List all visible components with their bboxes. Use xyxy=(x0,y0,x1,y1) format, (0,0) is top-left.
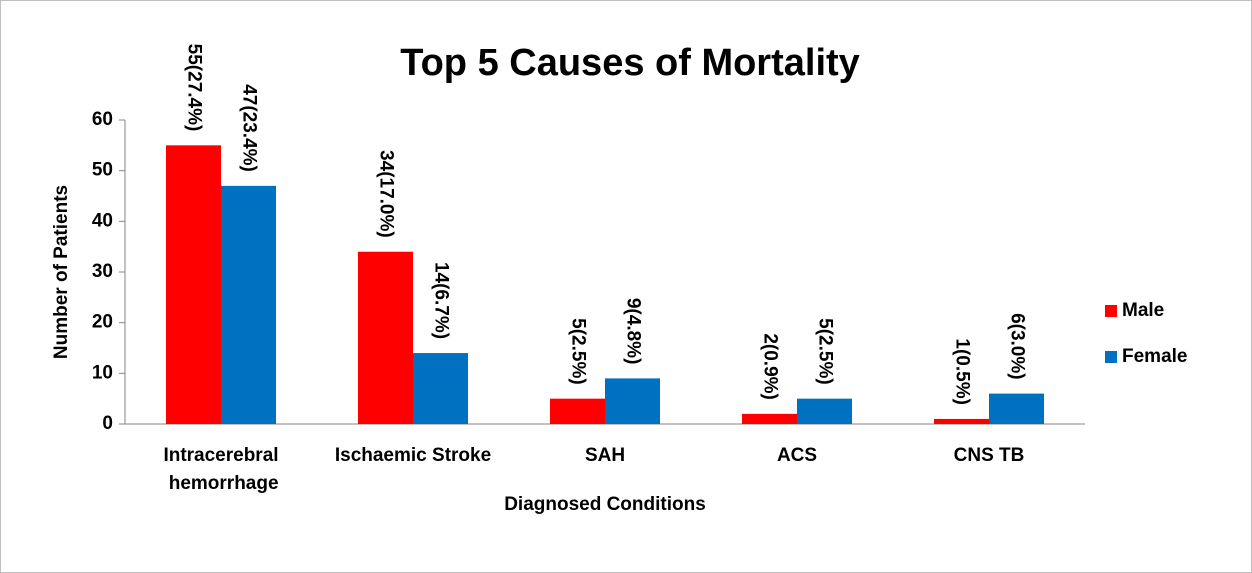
data-label: 6(3.0%) xyxy=(1006,313,1027,380)
x-tick-label: ACS xyxy=(777,445,817,466)
bar xyxy=(358,251,413,424)
y-tick-label: 30 xyxy=(92,261,113,282)
data-label: 34(17.0%) xyxy=(375,150,396,238)
bar xyxy=(413,353,468,424)
data-label: 5(2.5%) xyxy=(814,318,835,385)
bar xyxy=(989,393,1044,424)
legend-label: Male xyxy=(1122,300,1164,321)
data-label: 1(0.5%) xyxy=(951,338,972,405)
legend-swatch xyxy=(1105,351,1117,363)
x-tick-label: CNS TB xyxy=(954,445,1025,466)
data-label: 14(6.7%) xyxy=(430,262,451,339)
y-tick-label: 20 xyxy=(92,312,113,333)
bar xyxy=(934,418,989,424)
y-tick-label: 60 xyxy=(92,109,113,130)
bar xyxy=(797,398,852,424)
y-tick-label: 0 xyxy=(102,413,113,434)
bar xyxy=(166,145,221,425)
x-axis-label: Diagnosed Conditions xyxy=(504,494,706,515)
x-tick-label: Intracerebral hemorrhage xyxy=(163,445,278,494)
legend-label: Female xyxy=(1122,346,1187,367)
bar xyxy=(221,185,276,424)
data-label: 9(4.8%) xyxy=(622,298,643,365)
y-tick-label: 10 xyxy=(92,362,113,383)
legend-swatch xyxy=(1105,305,1117,317)
y-tick-label: 40 xyxy=(92,210,113,231)
bar xyxy=(605,378,660,424)
y-tick-label: 50 xyxy=(92,160,113,181)
data-label: 55(27.4%) xyxy=(183,44,204,132)
bar xyxy=(742,413,797,424)
chart-title: Top 5 Causes of Mortality xyxy=(400,42,860,84)
y-axis-label: Number of Patients xyxy=(51,185,72,359)
data-label: 5(2.5%) xyxy=(567,318,588,385)
x-tick-label: Ischaemic Stroke xyxy=(335,445,491,466)
x-tick-label: SAH xyxy=(585,445,625,466)
data-label: 47(23.4%) xyxy=(238,84,259,172)
data-label: 2(0.9%) xyxy=(759,333,780,400)
bar xyxy=(550,398,605,424)
